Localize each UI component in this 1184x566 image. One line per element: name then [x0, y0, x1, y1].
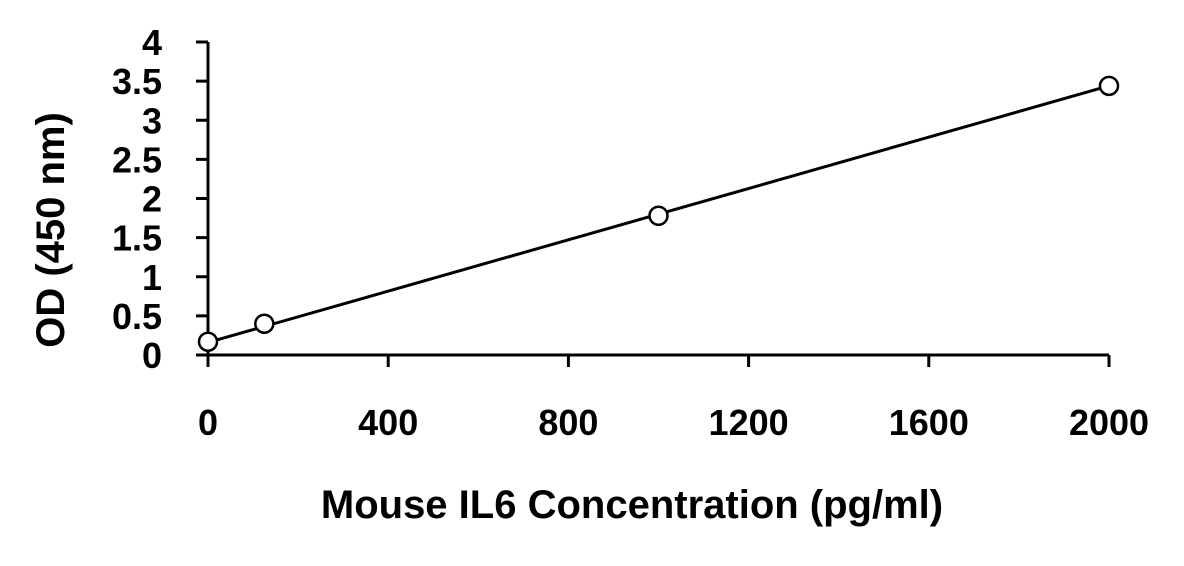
data-points: [197, 75, 1120, 352]
y-tick-label: 4: [142, 22, 162, 63]
y-axis-title: OD (450 nm): [29, 112, 73, 348]
axes: [206, 42, 1109, 357]
y-tick-label: 3.5: [112, 61, 162, 102]
x-tick-label: 400: [358, 402, 418, 443]
data-point: [197, 331, 219, 352]
x-tick-label: 2000: [1069, 402, 1149, 443]
y-tick-label: 0.5: [112, 296, 162, 337]
y-tick-label: 2: [142, 179, 162, 220]
ticks: 00.511.522.533.540 400 800 1200 1600 2000: [112, 22, 1149, 443]
x-tick-label: 1600: [889, 402, 969, 443]
y-tick-label: 3: [142, 100, 162, 141]
y-tick-label: 0: [142, 335, 162, 376]
y-tick-label: 1.5: [112, 218, 162, 259]
x-tick-label: 0: [198, 402, 218, 443]
x-axis-title: Mouse IL6 Concentration (pg/ml): [321, 483, 943, 527]
x-tick-label: 1200: [709, 402, 789, 443]
y-tick-label: 1: [142, 257, 162, 298]
data-point: [1098, 75, 1120, 97]
data-point: [254, 313, 275, 334]
y-tick-label: 2.5: [112, 139, 162, 180]
x-tick-label: 800: [538, 402, 598, 443]
data-point: [648, 205, 669, 226]
